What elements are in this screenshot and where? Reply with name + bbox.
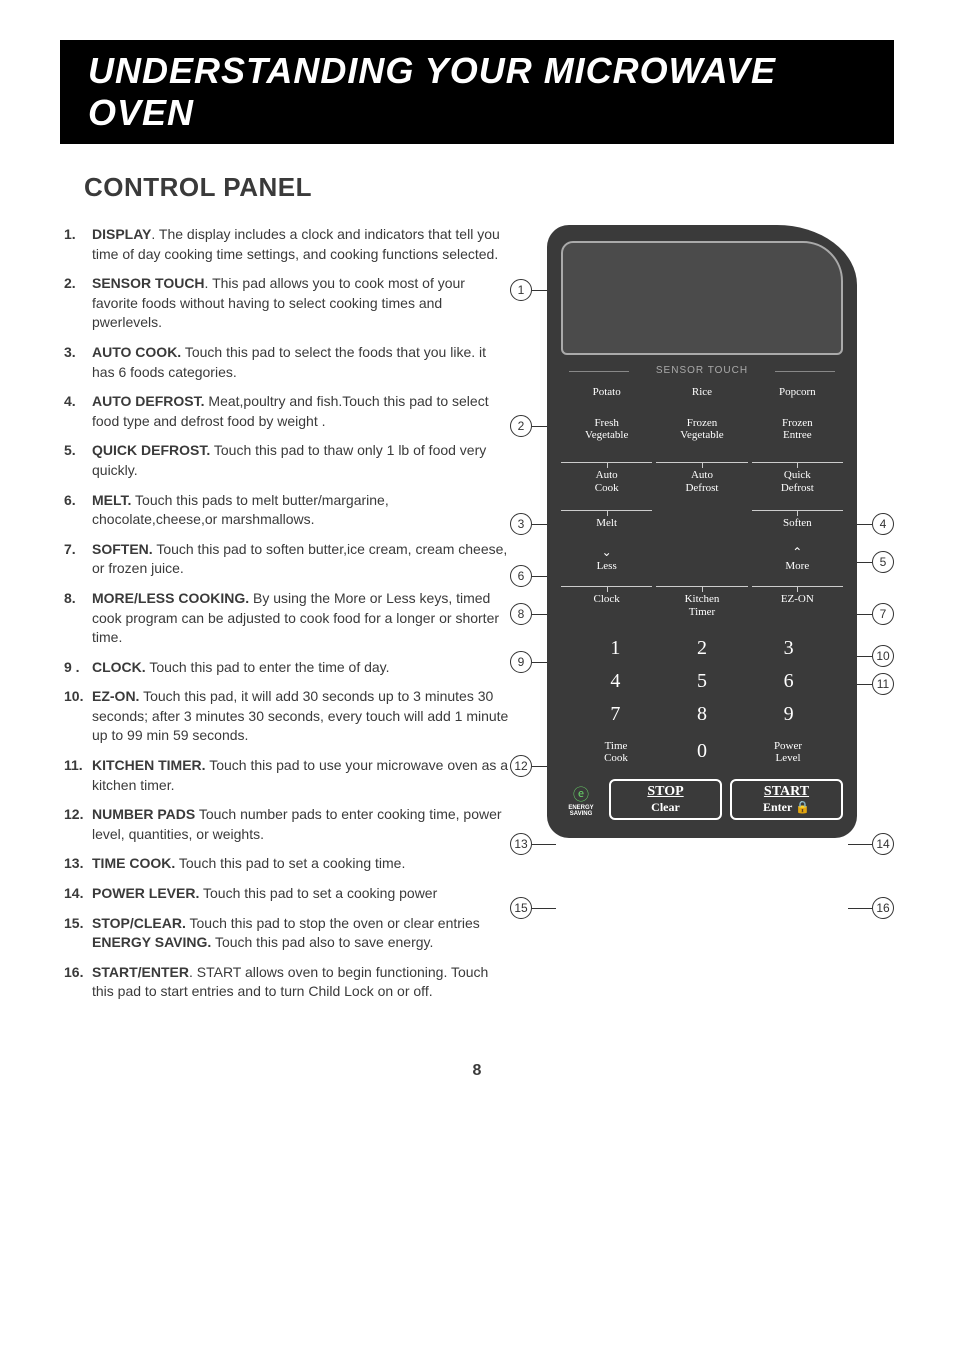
definition-item: 6.MELT. Touch this pads to melt butter/m… xyxy=(64,491,510,530)
page-number: 8 xyxy=(60,1062,894,1080)
number-pad-9[interactable]: 9 xyxy=(748,703,829,726)
more-button[interactable]: ⌃More xyxy=(752,540,843,580)
callout-5: 5 xyxy=(872,551,894,573)
definition-item: 3.AUTO COOK. Touch this pad to select th… xyxy=(64,343,510,382)
auto-cook-pad[interactable]: Auto Cook xyxy=(561,462,652,502)
callout-7: 7 xyxy=(872,603,894,625)
callout-10: 10 xyxy=(872,645,894,667)
display-screen xyxy=(561,241,843,355)
callout-15: 15 xyxy=(510,897,532,919)
callout-6: 6 xyxy=(510,565,532,587)
callout-12: 12 xyxy=(510,755,532,777)
callout-16: 16 xyxy=(872,897,894,919)
callout-13: 13 xyxy=(510,833,532,855)
definition-item: 11.KITCHEN TIMER. Touch this pad to use … xyxy=(64,756,510,795)
spacer xyxy=(656,506,747,538)
callout-8: 8 xyxy=(510,603,532,625)
stop-clear-button[interactable]: STOP Clear xyxy=(609,779,722,820)
sensor-touch-heading: SENSOR TOUCH xyxy=(561,365,843,376)
kitchen-timer-pad[interactable]: Kitchen Timer xyxy=(656,586,747,626)
page-banner: UNDERSTANDING YOUR MICROWAVE OVEN xyxy=(60,40,894,144)
frozen-entree-pad[interactable]: Frozen Entree xyxy=(752,411,843,450)
number-pad-3[interactable]: 3 xyxy=(748,637,829,660)
definition-item: 1.DISPLAY. The display includes a clock … xyxy=(64,225,510,264)
melt-pad[interactable]: Melt xyxy=(561,510,652,538)
power-level-pad[interactable]: Power Level xyxy=(747,734,829,773)
potato-pad[interactable]: Potato xyxy=(561,380,652,407)
definition-item: 9 .CLOCK. Touch this pad to enter the ti… xyxy=(64,658,510,678)
definition-item: 12.NUMBER PADS Touch number pads to ente… xyxy=(64,805,510,844)
control-panel: SENSOR TOUCH PotatoRicePopcorn Fresh Veg… xyxy=(547,225,857,838)
callout-1: 1 xyxy=(510,279,532,301)
callout-4: 4 xyxy=(872,513,894,535)
section-title: CONTROL PANEL xyxy=(84,172,894,203)
definitions-list: 1.DISPLAY. The display includes a clock … xyxy=(60,225,510,1012)
definition-item: 10.EZ-ON. Touch this pad, it will add 30… xyxy=(64,687,510,746)
ez-on-pad[interactable]: EZ-ON xyxy=(752,586,843,626)
definition-item: 7.SOFTEN. Touch this pad to soften butte… xyxy=(64,540,510,579)
callout-3: 3 xyxy=(510,513,532,535)
number-pad-0[interactable]: 0 xyxy=(661,734,743,773)
definition-item: 5.QUICK DEFROST. Touch this pad to thaw … xyxy=(64,441,510,480)
time-cook-pad[interactable]: Time Cook xyxy=(575,734,657,773)
spacer xyxy=(656,540,747,580)
definition-item: 15.STOP/CLEAR. Touch this pad to stop th… xyxy=(64,914,510,953)
definition-item: 16.START/ENTER. START allows oven to beg… xyxy=(64,963,510,1002)
popcorn-pad[interactable]: Popcorn xyxy=(752,380,843,407)
definition-item: 14.POWER LEVER. Touch this pad to set a … xyxy=(64,884,510,904)
number-pad-7[interactable]: 7 xyxy=(575,703,656,726)
callout-14: 14 xyxy=(872,833,894,855)
callout-9: 9 xyxy=(510,651,532,673)
frozen-veg-pad[interactable]: Frozen Vegetable xyxy=(656,411,747,450)
definition-item: 8.MORE/LESS COOKING. By using the More o… xyxy=(64,589,510,648)
soften-pad[interactable]: Soften xyxy=(752,510,843,538)
callout-11: 11 xyxy=(872,673,894,695)
number-pad-6[interactable]: 6 xyxy=(748,670,829,693)
number-pad-5[interactable]: 5 xyxy=(662,670,743,693)
fresh-veg-pad[interactable]: Fresh Vegetable xyxy=(561,411,652,450)
callout-2: 2 xyxy=(510,415,532,437)
auto-defrost-pad[interactable]: Auto Defrost xyxy=(656,462,747,502)
energy-saving-button[interactable]: ⓔ ENERGY SAVING xyxy=(561,781,601,817)
number-pad-8[interactable]: 8 xyxy=(662,703,743,726)
panel-figure: 12368912131545710111416 SENSOR TOUCH Pot… xyxy=(510,225,894,838)
rice-pad[interactable]: Rice xyxy=(656,380,747,407)
definition-item: 2.SENSOR TOUCH. This pad allows you to c… xyxy=(64,274,510,333)
quick-defrost-pad[interactable]: Quick Defrost xyxy=(752,462,843,502)
start-enter-button[interactable]: START Enter 🔒 xyxy=(730,779,843,820)
clock-pad[interactable]: Clock xyxy=(561,586,652,626)
number-pad-4[interactable]: 4 xyxy=(575,670,656,693)
definition-item: 4.AUTO DEFROST. Meat,poultry and fish.To… xyxy=(64,392,510,431)
definition-item: 13.TIME COOK. Touch this pad to set a co… xyxy=(64,854,510,874)
number-pad-1[interactable]: 1 xyxy=(575,637,656,660)
number-pad-2[interactable]: 2 xyxy=(662,637,743,660)
less-button[interactable]: ⌄Less xyxy=(561,540,652,580)
